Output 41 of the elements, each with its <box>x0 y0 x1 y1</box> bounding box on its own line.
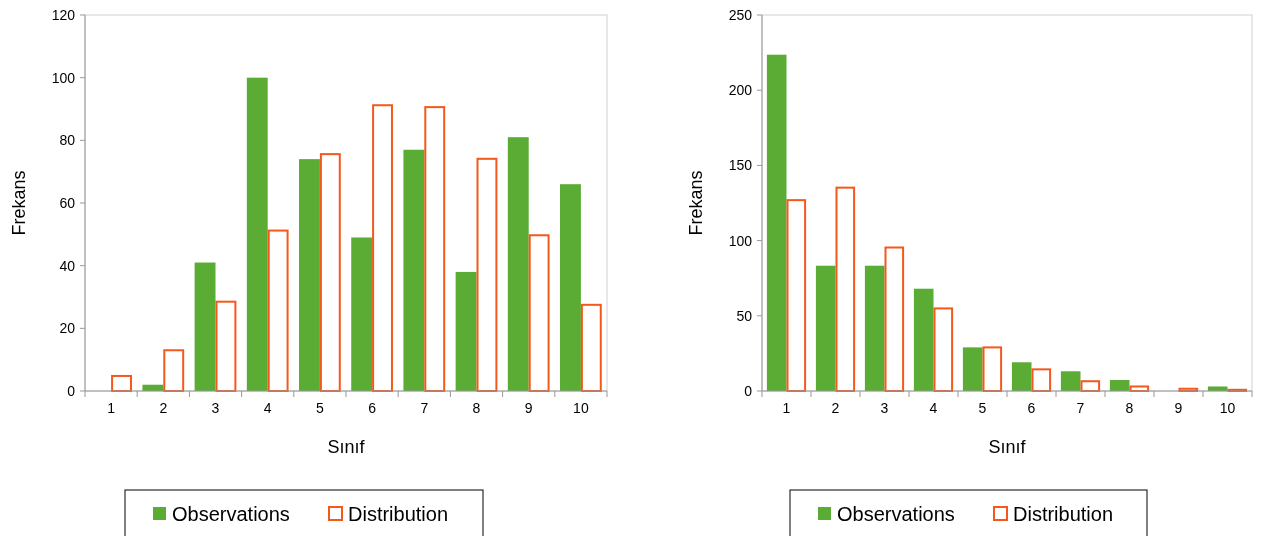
x-tick-label: 10 <box>1219 400 1236 416</box>
x-tick-label: 4 <box>929 400 938 416</box>
y-tick-label: 60 <box>59 194 76 211</box>
y-axis-title: Frekans <box>9 170 29 236</box>
x-tick-label: 7 <box>1076 400 1085 416</box>
x-tick-label: 3 <box>211 400 220 416</box>
x-tick-label: 4 <box>263 400 272 416</box>
x-axis-title: Sınıf <box>327 437 366 457</box>
y-tick-label: 20 <box>59 320 76 337</box>
y-tick-label: 200 <box>728 82 753 99</box>
x-tick-label: 1 <box>782 400 791 416</box>
y-tick-label: 40 <box>59 257 76 274</box>
x-tick-label: 9 <box>1174 400 1183 416</box>
x-tick-label: 3 <box>880 400 889 416</box>
legend-label: Distribution <box>348 503 449 525</box>
y-tick-label: 0 <box>744 382 753 399</box>
x-tick-label: 2 <box>159 400 168 416</box>
legend-label: Observations <box>837 503 955 525</box>
x-tick-label: 6 <box>1027 400 1036 416</box>
x-axis-title: Sınıf <box>988 437 1027 457</box>
y-tick-label: 150 <box>728 157 753 174</box>
y-tick-label: 100 <box>728 232 753 249</box>
y-axis-title: Frekans <box>686 170 706 236</box>
x-tick-label: 2 <box>831 400 840 416</box>
y-tick-label: 0 <box>67 382 76 399</box>
x-tick-label: 8 <box>1125 400 1134 416</box>
x-tick-label: 5 <box>316 400 324 416</box>
y-tick-label: 50 <box>736 307 753 324</box>
x-tick-label: 9 <box>524 400 533 416</box>
legend-label: Distribution <box>1013 503 1114 525</box>
y-tick-label: 80 <box>59 132 76 149</box>
y-tick-label: 120 <box>51 6 76 23</box>
x-tick-label: 7 <box>420 400 429 416</box>
legend-label: Observations <box>172 503 290 525</box>
y-tick-label: 100 <box>51 69 76 86</box>
x-tick-label: 6 <box>368 400 377 416</box>
x-tick-label: 10 <box>573 400 589 416</box>
x-tick-label: 1 <box>107 400 116 416</box>
x-tick-label: 5 <box>978 400 987 416</box>
y-tick-label: 250 <box>728 6 753 23</box>
x-tick-label: 8 <box>472 400 481 416</box>
